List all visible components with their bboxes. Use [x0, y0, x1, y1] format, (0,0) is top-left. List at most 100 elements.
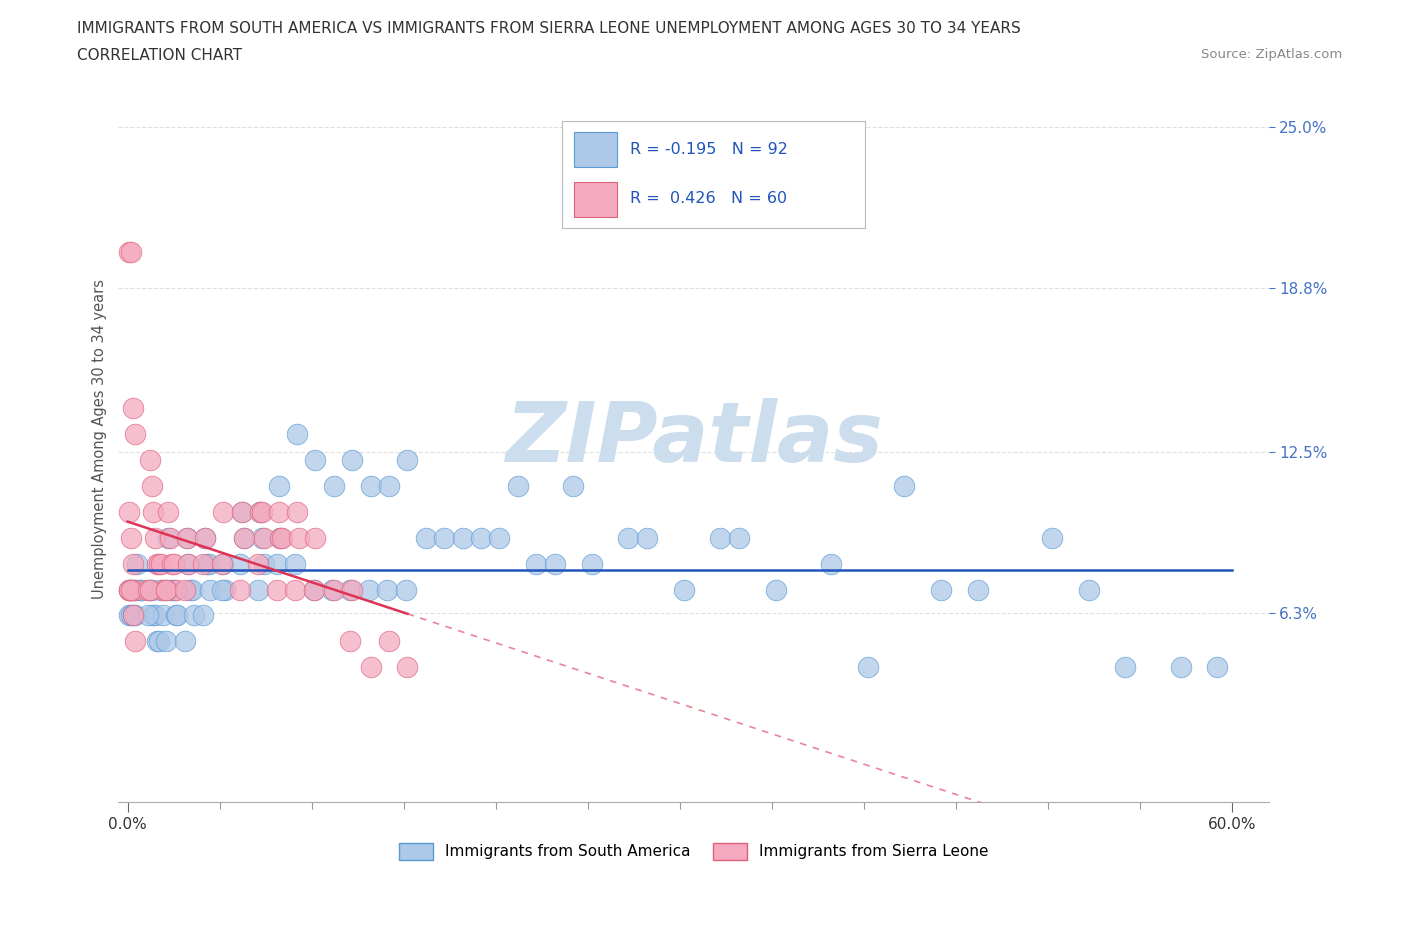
Point [820, 556, 842, 571]
Point [128, 582, 150, 597]
Point [118, 582, 141, 597]
Point [165, 608, 187, 623]
Point [378, 634, 401, 649]
Point [183, 608, 205, 623]
Y-axis label: Unemployment Among Ages 30 to 34 years: Unemployment Among Ages 30 to 34 years [93, 279, 107, 599]
Point [304, 452, 326, 467]
Point [136, 608, 159, 623]
Point [177, 556, 200, 571]
Point [250, 504, 273, 519]
Bar [575, 182, 617, 218]
Point [375, 582, 398, 597]
Point [143, 530, 166, 545]
Point [396, 660, 419, 675]
Point [152, 582, 174, 597]
Point [124, 634, 146, 649]
Point [470, 530, 492, 545]
Point [157, 530, 180, 545]
Point [253, 556, 276, 571]
Point [1170, 660, 1192, 675]
Point [285, 504, 308, 519]
Point [285, 426, 308, 441]
Point [177, 556, 200, 571]
Point [120, 582, 142, 597]
Point [321, 582, 343, 597]
Point [267, 504, 290, 519]
Point [124, 582, 146, 597]
Point [138, 452, 160, 467]
Point [142, 608, 165, 623]
Point [249, 504, 271, 519]
Point [672, 582, 695, 597]
Point [451, 530, 474, 545]
Bar [575, 132, 617, 166]
Point [160, 582, 183, 597]
Point [124, 582, 146, 597]
Point [179, 582, 201, 597]
Point [562, 478, 585, 493]
Point [247, 582, 270, 597]
Point [378, 478, 401, 493]
Point [122, 608, 145, 623]
Text: R = -0.195   N = 92: R = -0.195 N = 92 [630, 141, 789, 157]
Point [181, 582, 204, 597]
Point [124, 426, 146, 441]
Point [191, 556, 214, 571]
Point [1206, 660, 1229, 675]
Point [194, 530, 217, 545]
Point [269, 530, 291, 545]
Point [120, 530, 142, 545]
Point [727, 530, 749, 545]
Point [284, 556, 307, 571]
Point [212, 504, 235, 519]
Point [146, 634, 169, 649]
Point [155, 582, 177, 597]
Point [125, 556, 148, 571]
Point [288, 530, 311, 545]
Point [163, 582, 186, 597]
Point [284, 582, 307, 597]
Point [141, 582, 163, 597]
Point [155, 634, 177, 649]
Point [231, 504, 253, 519]
Point [195, 556, 218, 571]
Point [360, 660, 382, 675]
Point [118, 582, 141, 597]
Point [231, 504, 253, 519]
Point [122, 556, 145, 571]
Point [165, 582, 187, 597]
Point [214, 582, 236, 597]
Point [396, 452, 419, 467]
Point [302, 582, 325, 597]
Point [152, 608, 174, 623]
Point [197, 556, 219, 571]
Legend: Immigrants from South America, Immigrants from Sierra Leone: Immigrants from South America, Immigrant… [399, 843, 988, 860]
Point [302, 582, 325, 597]
Point [304, 530, 326, 545]
Point [155, 582, 177, 597]
Point [232, 530, 254, 545]
Point [131, 582, 153, 597]
Point [122, 608, 145, 623]
Point [120, 608, 142, 623]
Point [118, 608, 141, 623]
Point [253, 530, 276, 545]
Point [149, 556, 172, 571]
Point [360, 478, 382, 493]
Point [200, 582, 222, 597]
Point [173, 634, 195, 649]
Point [322, 582, 344, 597]
Point [148, 556, 170, 571]
Point [342, 452, 364, 467]
Point [173, 582, 195, 597]
Point [247, 556, 270, 571]
Point [120, 245, 142, 259]
Point [1114, 660, 1136, 675]
Point [232, 530, 254, 545]
Point [136, 582, 159, 597]
Point [856, 660, 879, 675]
Point [229, 556, 252, 571]
Point [339, 634, 361, 649]
Point [322, 478, 344, 493]
Point [138, 582, 160, 597]
